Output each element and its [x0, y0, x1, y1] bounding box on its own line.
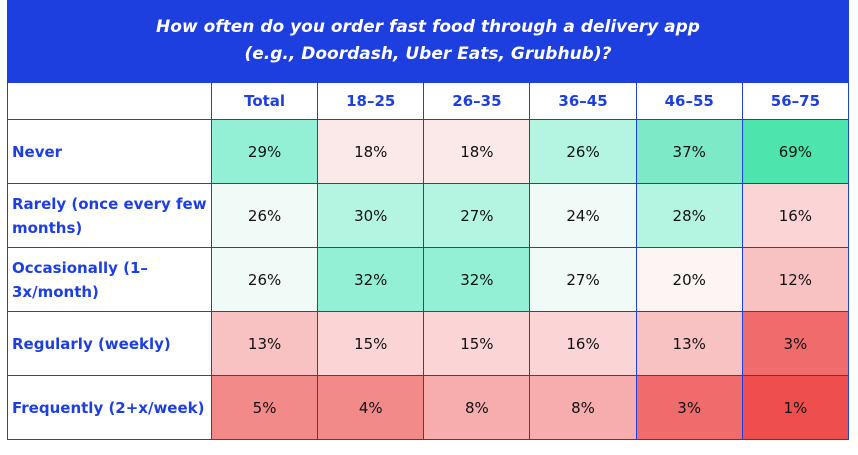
- table-body: Never 29% 18% 18% 26% 37% 69% Rarely (once ever…: [7, 119, 850, 440]
- value-cell: 16%: [741, 183, 850, 248]
- value-cell: 32%: [423, 247, 531, 312]
- value-cell: 26%: [529, 119, 637, 184]
- value-cell: 24%: [529, 183, 637, 248]
- value-cell: 5%: [210, 375, 319, 440]
- column-header: Total: [210, 82, 319, 120]
- column-header: 36–45: [529, 82, 637, 120]
- column-header: 26–35: [423, 82, 531, 120]
- value-cell: 15%: [317, 311, 425, 376]
- value-cell: 26%: [210, 247, 319, 312]
- title-line-1: How often do you order fast food through…: [156, 17, 700, 37]
- value-cell: 18%: [317, 119, 425, 184]
- table-row: Never 29% 18% 18% 26% 37% 69%: [7, 119, 850, 184]
- value-cell: 3%: [741, 311, 850, 376]
- value-cell: 32%: [317, 247, 425, 312]
- value-cell: 13%: [210, 311, 319, 376]
- table-row: Rarely (once every few months) 26% 30% 27% 2…: [7, 183, 850, 248]
- value-cell: 16%: [529, 311, 637, 376]
- value-cell: 4%: [317, 375, 425, 440]
- value-cell: 3%: [635, 375, 743, 440]
- value-cell: 13%: [635, 311, 743, 376]
- value-cell: 18%: [423, 119, 531, 184]
- value-cell: 27%: [529, 247, 637, 312]
- value-cell: 30%: [317, 183, 425, 248]
- row-label: Occasionally (1–3x/month): [7, 247, 212, 312]
- column-header: 46–55: [635, 82, 743, 120]
- header-row: Total 18–25 26–35 36–45 46–55 56–75: [7, 82, 850, 120]
- value-cell: 29%: [210, 119, 319, 184]
- value-cell: 28%: [635, 183, 743, 248]
- data-table: Total 18–25 26–35 36–45 46–55 56–75 Never 29% 1…: [7, 82, 850, 440]
- chart-title: How often do you order fast food through…: [7, 0, 849, 82]
- title-line-2: (e.g., Doordash, Uber Eats, Grubhub)?: [244, 44, 612, 64]
- column-header: 18–25: [317, 82, 425, 120]
- value-cell: 27%: [423, 183, 531, 248]
- value-cell: 37%: [635, 119, 743, 184]
- value-cell: 8%: [529, 375, 637, 440]
- table-row: Occasionally (1–3x/month) 26% 32% 32% 27% 20%…: [7, 247, 850, 312]
- value-cell: 12%: [741, 247, 850, 312]
- value-cell: 1%: [741, 375, 850, 440]
- survey-table-chart: How often do you order fast food through…: [7, 0, 850, 440]
- row-label: Rarely (once every few months): [7, 183, 212, 248]
- value-cell: 20%: [635, 247, 743, 312]
- corner-cell: [7, 82, 212, 120]
- table-row: Regularly (weekly) 13% 15% 15% 16% 13% 3%: [7, 311, 850, 376]
- value-cell: 26%: [210, 183, 319, 248]
- value-cell: 69%: [741, 119, 850, 184]
- value-cell: 8%: [423, 375, 531, 440]
- row-label: Never: [7, 119, 212, 184]
- column-header: 56–75: [741, 82, 850, 120]
- value-cell: 15%: [423, 311, 531, 376]
- row-label: Frequently (2+x/week): [7, 375, 212, 440]
- row-label: Regularly (weekly): [7, 311, 212, 376]
- table-row: Frequently (2+x/week) 5% 4% 8% 8% 3% 1%: [7, 375, 850, 440]
